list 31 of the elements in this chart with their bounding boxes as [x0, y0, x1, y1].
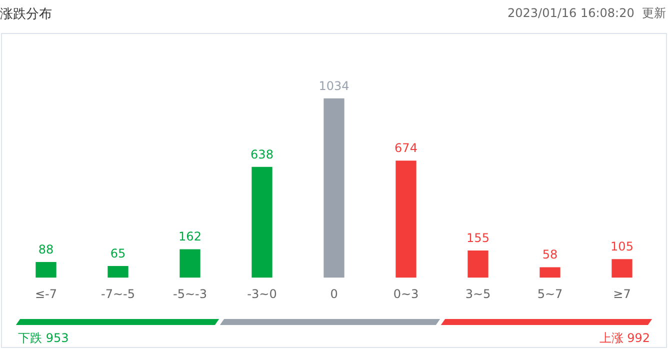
data-label: 674 — [394, 141, 418, 156]
data-label: 58 — [542, 248, 558, 262]
data-label: 155 — [466, 230, 490, 245]
data-label: 105 — [610, 240, 634, 254]
x-tick-label: -3~0 — [247, 286, 277, 301]
text: 上涨 992 — [599, 330, 650, 347]
x-tick-label: 5~7 — [537, 286, 563, 301]
x-tick-label: ≥7 — [613, 286, 631, 301]
bar — [180, 249, 200, 278]
chart-subtitle: 2023/01/16 16:08:20 更新 — [507, 5, 666, 22]
bar — [540, 267, 560, 278]
x-tick-label: -7~-5 — [101, 286, 135, 301]
bar — [396, 160, 416, 278]
text: 下跌 953 — [18, 330, 69, 347]
bar — [612, 259, 632, 278]
x-tick-label: ≤-7 — [34, 286, 58, 301]
bar — [468, 250, 488, 278]
x-tick-label: 0 — [330, 286, 338, 301]
x-tick-label: 3~5 — [465, 286, 491, 301]
data-label: 88 — [38, 242, 54, 256]
x-tick-label: -5~-3 — [173, 286, 207, 301]
data-label: 162 — [178, 230, 202, 244]
bar — [36, 262, 56, 278]
data-label: 638 — [250, 147, 274, 162]
chart-title: 涨跌分布 — [0, 6, 52, 23]
bar — [108, 266, 128, 278]
data-label: 1034 — [318, 78, 350, 93]
data-label: 65 — [110, 246, 126, 260]
bar — [252, 166, 272, 278]
x-tick-label: 0~3 — [393, 286, 419, 301]
bar — [324, 98, 344, 278]
